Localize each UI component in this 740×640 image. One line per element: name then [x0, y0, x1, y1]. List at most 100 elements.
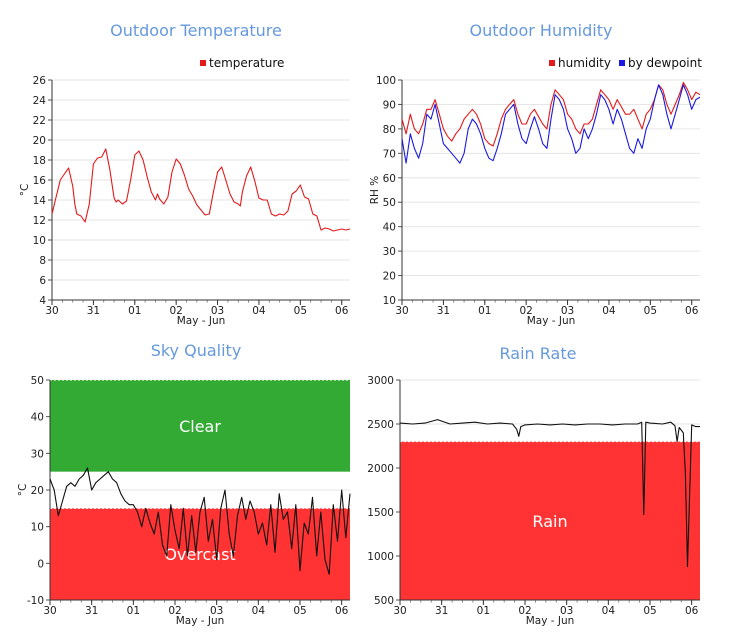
band-label: Clear: [179, 417, 221, 436]
y-tick-label: 50: [31, 375, 44, 387]
legend-swatch: [549, 60, 555, 66]
x-tick-label: 31: [87, 305, 100, 317]
y-tick-label: 6: [39, 275, 46, 287]
y-tick-label: 18: [33, 155, 46, 167]
band-clear: [50, 380, 350, 472]
y-tick-label: 20: [33, 135, 46, 147]
y-tick-label: -10: [27, 595, 44, 607]
x-axis-label: May - Jun: [526, 615, 575, 627]
x-tick-label: 03: [210, 605, 223, 617]
y-tick-label: 10: [33, 235, 46, 247]
x-tick-label: 01: [128, 305, 141, 317]
y-tick-label: 90: [383, 99, 396, 111]
y-tick-label: 22: [33, 115, 46, 127]
x-tick-label: 06: [685, 305, 699, 317]
x-tick-label: 05: [293, 605, 306, 617]
y-tick-label: 30: [31, 448, 44, 460]
y-tick-label: 12: [33, 215, 46, 227]
y-axis-label: °C: [17, 484, 29, 497]
x-tick-label: 06: [685, 605, 699, 617]
y-tick-label: 60: [383, 173, 396, 185]
x-tick-label: 04: [602, 305, 616, 317]
chart-2: Sky Quality-1001020304050ClearOvercast30…: [17, 341, 351, 627]
chart-title: Outdoor Humidity: [470, 21, 613, 40]
x-tick-label: 31: [437, 305, 450, 317]
y-tick-label: 26: [33, 75, 47, 87]
series-line-humidity: [401, 81, 701, 147]
x-tick-label: 06: [335, 305, 349, 317]
x-tick-label: 06: [335, 605, 349, 617]
legend-label: humidity: [558, 56, 611, 70]
x-axis-label: May - Jun: [176, 615, 225, 627]
band-rain: [400, 441, 700, 600]
y-tick-label: 500: [374, 595, 394, 607]
y-tick-label: 20: [383, 271, 396, 283]
y-tick-label: 20: [31, 485, 44, 497]
y-tick-label: 10: [383, 295, 396, 307]
chart-0: Outdoor Temperature 4 6 8 10 12 14 16 18 20 22 24 26…: [19, 21, 351, 327]
y-tick-label: 100: [376, 75, 396, 87]
x-tick-label: 30: [395, 305, 408, 317]
x-tick-label: 04: [252, 605, 266, 617]
y-tick-label: 4: [39, 295, 46, 307]
y-tick-label: 14: [33, 195, 47, 207]
y-axis-label: °C: [19, 184, 31, 197]
x-tick-label: 30: [43, 605, 56, 617]
x-tick-label: 03: [560, 605, 573, 617]
band-label: Rain: [532, 512, 567, 531]
x-tick-label: 05: [643, 605, 656, 617]
chart-title: Rain Rate: [500, 344, 577, 363]
y-tick-label: 16: [33, 175, 47, 187]
legend-swatch: [200, 60, 206, 66]
y-tick-label: 2000: [367, 463, 394, 475]
y-tick-label: 80: [383, 124, 396, 136]
y-tick-label: 10: [31, 522, 44, 534]
chart-title: Outdoor Temperature: [110, 21, 282, 40]
legend-swatch: [619, 60, 625, 66]
y-tick-label: 1000: [367, 551, 394, 563]
y-tick-label: 30: [383, 246, 396, 258]
series-line: [49, 467, 351, 575]
y-tick-label: 2500: [367, 419, 394, 431]
x-tick-label: 02: [168, 605, 181, 617]
x-tick-label: 05: [644, 305, 657, 317]
y-tick-label: 3000: [367, 375, 394, 387]
y-tick-label: 50: [383, 197, 396, 209]
series-line-temperature: [51, 148, 351, 232]
y-tick-label: 70: [383, 148, 396, 160]
chart-3: Rain Rate 500 1000 1500 2000 2500 3000 Rain 30 31…: [367, 344, 700, 627]
chart-1: Outdoor Humidity 10 20 30 40 50 60 70 80 90 100 30 3…: [369, 21, 702, 327]
legend-label: temperature: [209, 56, 284, 70]
x-tick-label: 03: [561, 305, 574, 317]
band-overcast: [50, 508, 350, 600]
x-tick-label: 31: [435, 605, 448, 617]
y-tick-label: 24: [33, 95, 47, 107]
x-tick-label: 01: [127, 605, 140, 617]
x-tick-label: 02: [169, 305, 182, 317]
y-axis-label: RH %: [369, 176, 381, 205]
x-axis-label: May - Jun: [527, 315, 576, 327]
band-label: Overcast: [164, 545, 235, 564]
x-tick-label: 31: [85, 605, 98, 617]
y-tick-label: 8: [39, 255, 46, 267]
x-tick-label: 30: [393, 605, 406, 617]
x-tick-label: 04: [602, 605, 616, 617]
x-tick-label: 30: [45, 305, 58, 317]
legend-label: by dewpoint: [628, 56, 702, 70]
y-tick-label: 40: [383, 222, 396, 234]
x-tick-label: 03: [211, 305, 224, 317]
series-line-by-dewpoint: [401, 84, 701, 164]
x-tick-label: 01: [478, 305, 491, 317]
y-tick-label: 40: [31, 412, 44, 424]
series-line: [399, 419, 700, 568]
x-tick-label: 04: [252, 305, 266, 317]
x-tick-label: 02: [519, 305, 532, 317]
x-axis-label: May - Jun: [177, 315, 226, 327]
y-tick-label: 1500: [367, 507, 394, 519]
x-tick-label: 02: [518, 605, 531, 617]
chart-title: Sky Quality: [151, 341, 242, 360]
x-tick-label: 01: [477, 605, 490, 617]
y-tick-label: 0: [37, 558, 44, 570]
x-tick-label: 05: [294, 305, 307, 317]
